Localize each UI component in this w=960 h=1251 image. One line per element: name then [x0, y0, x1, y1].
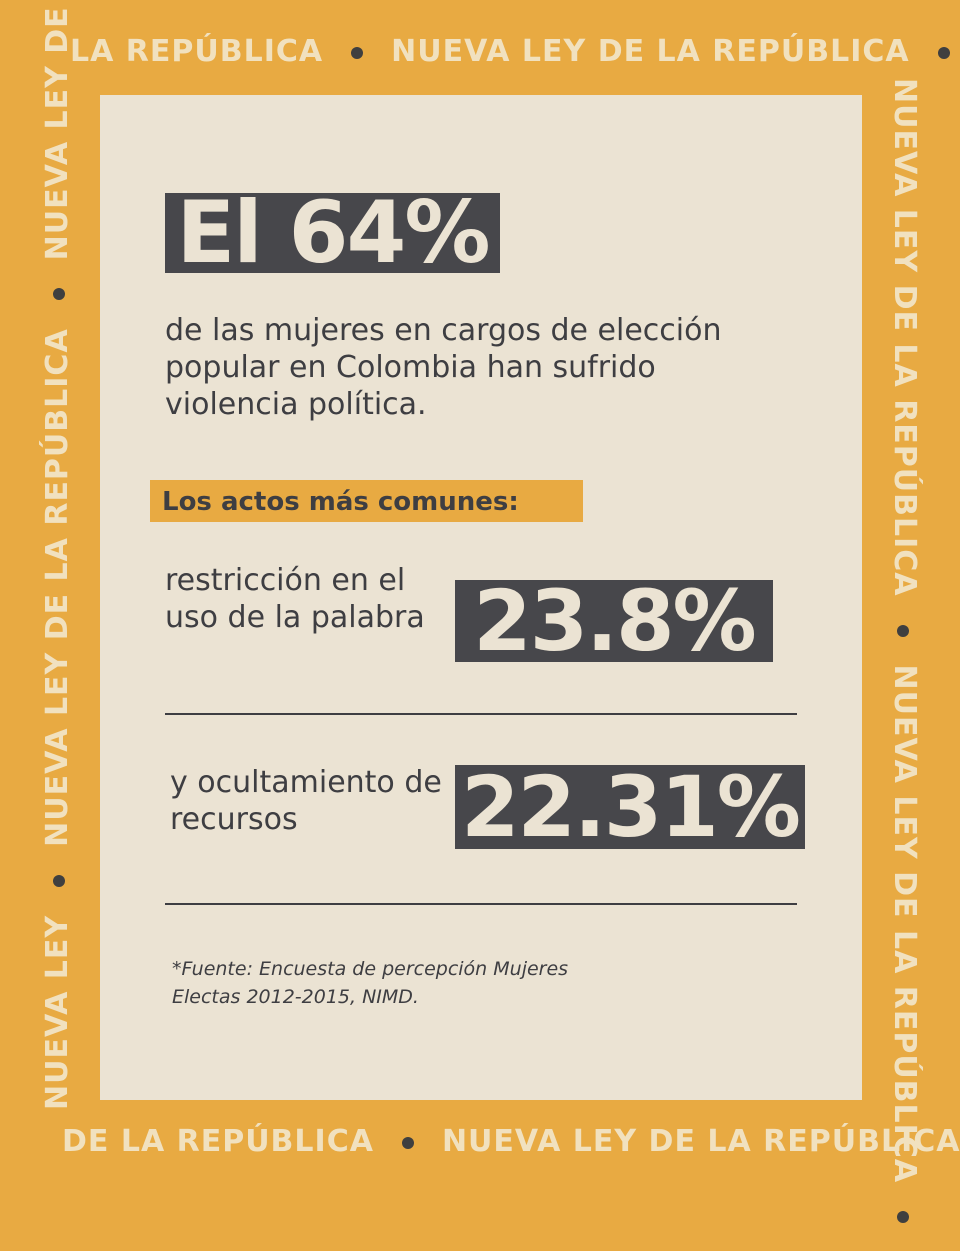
bullet-dot-icon: [52, 874, 65, 887]
bullet-dot-icon: [401, 1136, 414, 1149]
divider: [165, 713, 797, 715]
frame-phrase: NUEVA LEY DE LA REPÚBLICA: [441, 1124, 960, 1159]
frame-bottom-text: DE LA REPÚBLICA NUEVA LEY DE LA REPÚBLICA: [62, 1124, 960, 1159]
intro-text: de las mujeres en cargos de elección pop…: [165, 313, 722, 422]
bullet-dot-icon: [897, 624, 910, 637]
source-text: : Encuesta de percepción Mujeres Electas…: [172, 958, 569, 1008]
frame-phrase: NUEVA LEY DE LA REPÚBLICA: [887, 78, 922, 597]
bullet-dot-icon: [52, 288, 65, 301]
section-label-highlight: [150, 480, 583, 522]
divider: [165, 903, 797, 905]
frame-phrase: NUEVA LEY DE LA REPÚBLICA: [391, 34, 910, 69]
act-value-2: 22.31%: [455, 765, 805, 849]
frame-right-text: NUEVA LEY DE LA REPÚBLICA NUEVA LEY DE LA…: [887, 78, 922, 1251]
section-label: Los actos más comunes:: [162, 487, 519, 517]
act-label-1: restricción en el uso de la palabra: [165, 563, 425, 635]
frame-phrase: NUEVA LEY DE LA REPÚBLICA: [40, 328, 75, 847]
act-value-1: 23.8%: [455, 579, 773, 663]
frame-left-text: NUEVA LEY NUEVA LEY DE LA REPÚBLICA NUEVA …: [40, 6, 75, 1110]
frame-phrase: NUEVA LEY DE: [40, 6, 75, 261]
frame-top-text: LA REPÚBLICA NUEVA LEY DE LA REPÚBLICA: [70, 34, 960, 69]
frame-phrase: DE LA REPÚBLICA: [62, 1124, 374, 1159]
frame-phrase: NUEVA LEY: [40, 914, 75, 1110]
source-prefix: *Fuente: [172, 958, 247, 980]
headline-stat: El 64%: [165, 190, 500, 276]
frame-phrase: LA REPÚBLICA: [70, 34, 324, 69]
bullet-dot-icon: [937, 46, 950, 59]
act-label-2: y ocultamiento de recursos: [170, 765, 442, 837]
bullet-dot-icon: [897, 1211, 910, 1224]
bullet-dot-icon: [351, 46, 364, 59]
frame-phrase: NUEVA LEY DE LA REPÚBLICA: [887, 664, 922, 1184]
source-note: *Fuente: Encuesta de percepción Mujeres …: [172, 955, 592, 1011]
